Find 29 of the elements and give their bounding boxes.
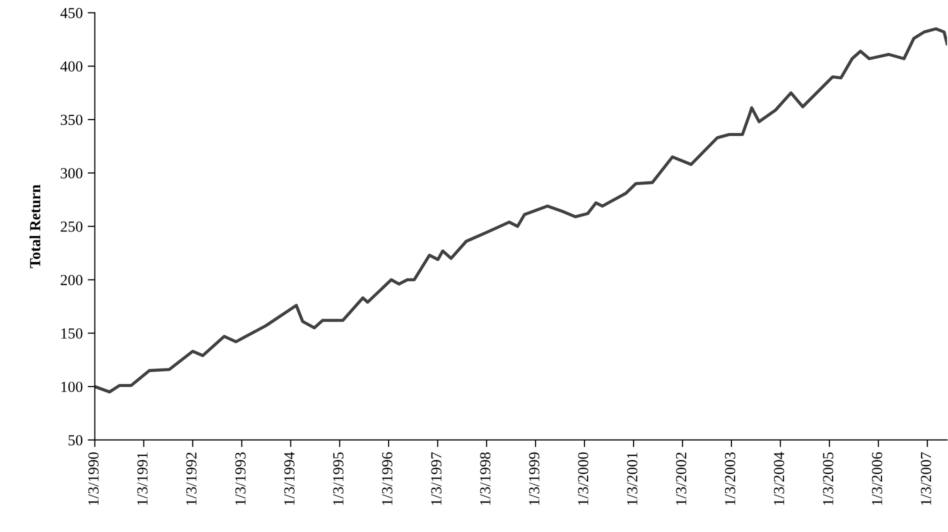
x-tick-label: 1/3/2004 [774,452,784,505]
y-tick-label: 300 [60,168,82,178]
x-tick-label: 1/3/1999 [529,452,540,505]
x-tick-label: 1/3/2005 [822,452,834,505]
x-tick-label: 1/3/1992 [186,452,197,505]
x-tick-label: 1/3/1996 [382,452,392,505]
x-tick-label: 1/3/2006 [872,452,882,505]
x-tick-label: 1/3/2000 [578,452,588,505]
y-tick-label: 200 [60,274,82,286]
x-tick-label: 1/3/1995 [333,452,344,505]
y-tick-label: 450 [60,8,82,18]
x-tick-label: 1/3/2007 [920,452,932,505]
y-tick-label: 100 [61,382,82,392]
x-tick-label: 1/3/1997 [431,452,442,505]
y-tick-label: 400 [60,61,82,72]
x-tick-label: 1/3/1993 [235,452,246,505]
x-tick-label: 1/3/1998 [480,452,490,505]
x-tick-label: 1/3/2001 [627,452,638,505]
x-tick-label: 1/3/1990 [88,452,99,505]
x-tick-label: 1/3/2002 [676,452,686,505]
y-tick-label: 250 [60,222,82,232]
y-tick-label: 350 [60,114,82,126]
x-tick-label: 1/3/1991 [137,452,148,505]
y-tick-label: 150 [61,328,82,339]
x-tick-label: 1/3/2003 [724,452,736,505]
line-series [94,27,948,394]
y-axis-title: Total Return [30,184,40,268]
x-tick-label: 1/3/1994 [284,452,295,505]
y-tick-label: 50 [68,435,82,446]
